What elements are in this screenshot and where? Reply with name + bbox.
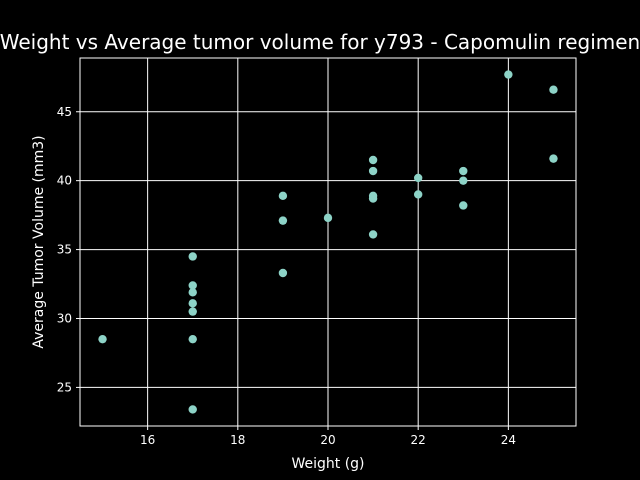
data-point <box>188 281 197 290</box>
y-tick-label: 35 <box>57 243 72 257</box>
data-point <box>188 252 197 261</box>
data-point <box>549 85 558 94</box>
x-tick-label: 18 <box>230 433 245 447</box>
data-point <box>278 268 288 278</box>
chart-title: Weight vs Average tumor volume for y793 … <box>0 30 640 54</box>
data-point <box>459 166 468 176</box>
data-point <box>549 154 558 163</box>
data-point <box>368 230 378 239</box>
x-tick-label: 22 <box>411 433 426 447</box>
data-point <box>368 194 378 203</box>
data-point <box>188 307 197 316</box>
data-point <box>413 190 423 199</box>
data-point <box>188 334 197 344</box>
x-tick-label: 20 <box>320 433 335 447</box>
y-tick-label: 40 <box>57 174 72 188</box>
data-point <box>459 176 468 185</box>
data-point <box>188 299 197 308</box>
data-point <box>98 334 107 344</box>
data-points <box>98 70 558 414</box>
data-point <box>459 201 468 210</box>
y-tick-label: 25 <box>57 380 72 394</box>
x-tick-label: 16 <box>140 433 155 447</box>
data-point <box>188 405 197 414</box>
y-tick-label: 45 <box>57 105 72 119</box>
data-point <box>323 213 333 223</box>
y-axis-label: Average Tumor Volume (mm3) <box>31 135 47 348</box>
data-point <box>278 216 288 225</box>
data-point <box>368 155 378 165</box>
axis-ticks: 16 18 20 22 24 25 30 35 40 45 <box>57 105 516 447</box>
grid <box>80 58 576 426</box>
data-point <box>413 173 423 183</box>
x-axis-label: Weight (g) <box>291 456 364 472</box>
data-point <box>278 191 288 201</box>
data-point <box>368 166 378 176</box>
data-point <box>188 288 197 297</box>
data-point <box>504 70 513 79</box>
y-tick-label: 30 <box>57 311 72 325</box>
x-tick-label: 24 <box>501 433 516 447</box>
